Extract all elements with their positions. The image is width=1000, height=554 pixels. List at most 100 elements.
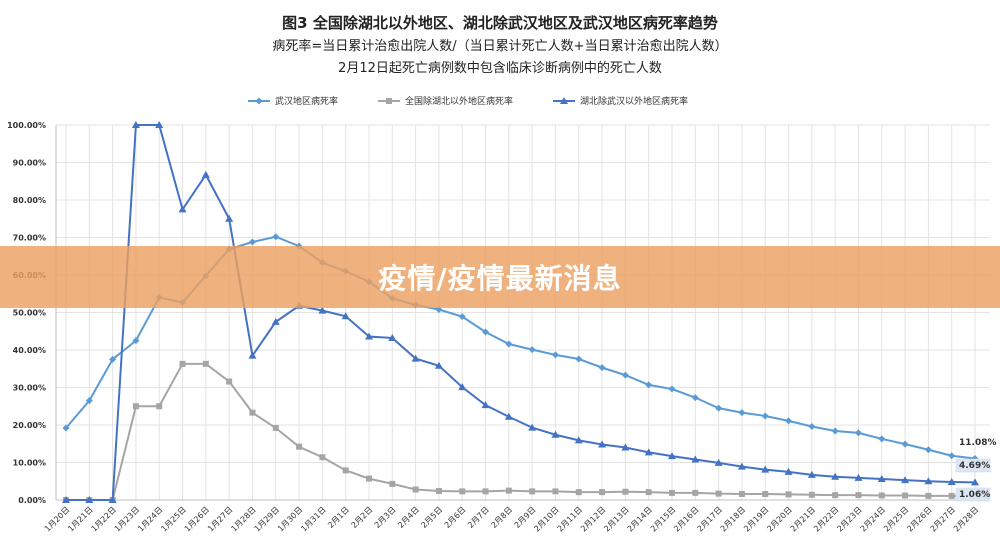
end-value-label: 11.08% <box>959 438 997 448</box>
y-tick-label: 90.00% <box>13 159 46 168</box>
data-point <box>482 328 490 336</box>
x-tick-label: 1月31日 <box>299 505 327 533</box>
data-point <box>831 427 839 435</box>
y-tick-label: 40.00% <box>13 346 46 355</box>
data-point <box>560 97 568 104</box>
data-point <box>714 458 723 466</box>
y-tick-label: 10.00% <box>13 459 46 468</box>
data-point <box>622 488 629 495</box>
data-point <box>85 397 93 405</box>
data-point <box>179 360 186 367</box>
chart-title: 图3 全国除湖北以外地区、湖北除武汉地区及武汉地区病死率趋势 <box>282 14 718 32</box>
data-point <box>366 475 372 482</box>
data-point <box>226 378 233 385</box>
data-point <box>482 488 489 495</box>
x-tick-label: 2月5日 <box>419 505 444 530</box>
data-point <box>155 121 164 128</box>
data-point <box>831 472 840 480</box>
chart-title-block: 图3 全国除湖北以外地区、湖北除武汉地区及武汉地区病死率趋势 病死率=当日累计治… <box>0 10 1000 80</box>
data-point <box>131 121 140 128</box>
series-line <box>66 124 976 501</box>
data-point <box>255 97 263 105</box>
data-point <box>762 491 769 497</box>
data-point <box>738 491 745 497</box>
y-tick-label: 70.00% <box>13 234 46 243</box>
data-point <box>785 417 793 425</box>
legend-label: 武汉地区病死率 <box>275 95 338 107</box>
data-point <box>411 354 420 362</box>
legend-label: 湖北除武汉以外地区病死率 <box>580 95 688 107</box>
x-tick-label: 2月7日 <box>466 505 491 530</box>
data-point <box>808 423 816 430</box>
data-point <box>901 440 909 448</box>
data-point <box>388 334 397 341</box>
data-point <box>715 490 722 497</box>
data-point <box>365 332 373 340</box>
data-point <box>925 492 932 499</box>
data-point <box>551 430 560 438</box>
series-line <box>66 362 976 501</box>
data-point <box>668 385 676 393</box>
data-point <box>598 364 606 372</box>
data-point <box>62 496 70 503</box>
data-point <box>948 492 955 499</box>
data-point <box>948 452 956 460</box>
y-tick-label: 30.00% <box>13 384 46 393</box>
data-point <box>855 492 862 499</box>
data-point <box>248 238 256 246</box>
data-point <box>738 409 746 417</box>
x-tick-label: 2月1日 <box>326 505 351 530</box>
data-point <box>645 381 653 389</box>
end-value-label: 1.06% <box>959 490 990 500</box>
data-point <box>85 496 94 503</box>
data-point <box>109 355 117 363</box>
data-point <box>599 489 606 496</box>
end-label-box <box>955 487 991 502</box>
banner-text: 疫情/疫情最新消息 <box>378 262 622 295</box>
end-label-box <box>955 458 991 473</box>
data-point <box>505 340 513 348</box>
data-point <box>644 448 653 456</box>
data-point <box>528 346 536 354</box>
data-point <box>272 425 279 431</box>
data-point <box>319 454 326 461</box>
data-point <box>458 313 466 321</box>
news-banner[interactable]: 疫情/疫情最新消息 <box>0 246 1000 308</box>
data-point <box>761 465 770 473</box>
chart-subtitle: 病死率=当日累计治愈出院人数/（当日累计死亡人数+当日累计治愈出院人数） <box>272 39 728 54</box>
data-point <box>108 496 117 503</box>
data-point <box>202 360 209 367</box>
x-tick-label: 2月3日 <box>373 505 398 530</box>
x-tick-label: 2月8日 <box>489 505 514 530</box>
data-point <box>691 455 700 463</box>
data-point <box>551 351 559 359</box>
y-tick-label: 20.00% <box>13 421 46 430</box>
data-point <box>598 440 607 448</box>
data-point <box>575 355 583 363</box>
data-point <box>529 488 536 495</box>
data-point <box>435 488 442 494</box>
data-point <box>132 337 140 345</box>
data-point <box>902 492 909 499</box>
data-point <box>901 476 910 484</box>
data-point <box>178 205 187 213</box>
y-tick-label: 80.00% <box>13 196 46 205</box>
x-tick-label: 2月2日 <box>350 505 375 530</box>
x-tick-label: 2月28日 <box>952 505 980 533</box>
data-point <box>271 317 280 325</box>
data-point <box>621 371 629 379</box>
data-point <box>761 412 769 420</box>
data-point <box>575 489 582 496</box>
data-point <box>386 98 392 104</box>
y-tick-label: 100.00% <box>7 121 46 130</box>
x-tick-label: 2月4日 <box>396 505 421 530</box>
data-point <box>574 436 583 444</box>
data-point <box>691 394 699 402</box>
data-point <box>854 429 862 437</box>
data-point <box>505 487 512 494</box>
data-point <box>459 488 466 495</box>
data-point <box>924 446 932 454</box>
y-tick-label: 50.00% <box>13 309 46 318</box>
data-point <box>481 401 490 409</box>
